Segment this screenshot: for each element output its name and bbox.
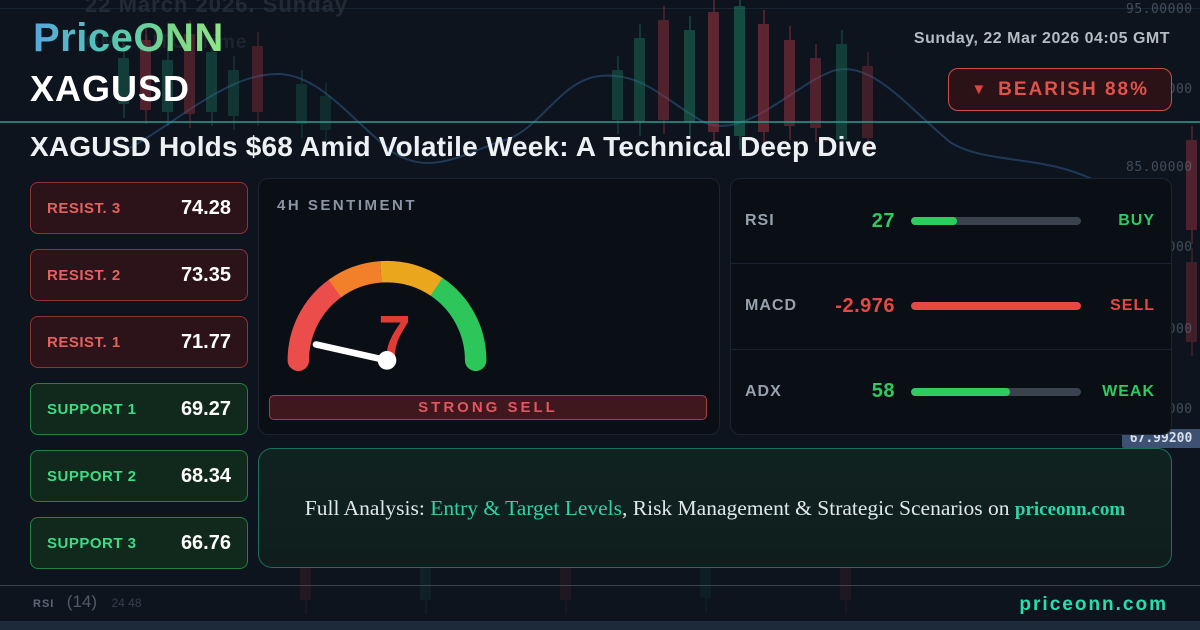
indicator-name: ADX [745, 382, 782, 400]
indicator-value: 58 [871, 380, 895, 403]
indicator-name: MACD [745, 297, 797, 315]
footer-site-link[interactable]: priceonn.com [1019, 594, 1168, 615]
sentiment-gauge: 7 [247, 225, 527, 379]
banner-prefix: Full Analysis: [304, 495, 431, 520]
indicator-signal: BUY [1118, 212, 1155, 230]
support-2-box: SUPPORT 2 68.34 [30, 450, 248, 502]
resistance-1-box: RESIST. 1 71.77 [30, 316, 248, 368]
resistance-3-box: RESIST. 3 74.28 [30, 182, 248, 234]
indicator-signal: WEAK [1102, 382, 1155, 400]
indicator-value: 27 [871, 209, 895, 232]
level-label: RESIST. 1 [47, 333, 121, 351]
indicator-bar [911, 217, 1081, 226]
sentiment-panel: 4H SENTIMENT 7 STRONG SELL [258, 178, 720, 435]
level-value: 71.77 [180, 330, 231, 353]
symbol-title: XAGUSD [30, 68, 191, 109]
banner-site-link[interactable]: priceonn.com [1014, 498, 1126, 520]
level-label: SUPPORT 2 [47, 467, 137, 485]
banner-link-entry-targets[interactable]: Entry & Target Levels [430, 495, 622, 520]
gauge-segment-amber [380, 260, 443, 296]
indicators-panel: RSI 27 BUY MACD -2.976 SELL ADX 58 WEAK [730, 178, 1172, 435]
gauge-hub [377, 351, 397, 370]
support-3-box: SUPPORT 3 66.76 [30, 517, 248, 569]
indicator-row-rsi: RSI 27 BUY [731, 179, 1171, 263]
gauge-segment-orange [328, 261, 382, 298]
level-value: 73.35 [180, 263, 231, 286]
resistance-2-box: RESIST. 2 73.35 [30, 249, 248, 301]
headline: XAGUSD Holds $68 Amid Volatile Week: A T… [30, 131, 878, 162]
indicator-bar [911, 387, 1081, 396]
badge-label: BEARISH 88% [998, 78, 1149, 100]
gauge-segment-red [287, 277, 346, 372]
indicator-row-adx: ADX 58 WEAK [731, 348, 1171, 434]
background-rsi-note: RSI (14) 24 48 [33, 592, 142, 612]
sentiment-panel-title: 4H SENTIMENT [277, 197, 418, 214]
analysis-banner: Full Analysis: Entry & Target Levels, Ri… [258, 448, 1172, 568]
level-label: RESIST. 2 [47, 266, 121, 284]
support-1-box: SUPPORT 1 69.27 [30, 383, 248, 435]
level-value: 74.28 [180, 196, 231, 219]
level-label: SUPPORT 1 [47, 400, 137, 418]
headline-divider [0, 121, 1200, 123]
rsi-note-label: RSI [33, 598, 55, 610]
level-label: RESIST. 3 [47, 199, 121, 217]
indicator-name: RSI [745, 212, 775, 230]
indicator-value: -2.976 [835, 294, 895, 317]
levels-column: RESIST. 3 74.28 RESIST. 2 73.35 RESIST. … [30, 182, 248, 569]
gauge-needle [312, 341, 391, 364]
level-label: SUPPORT 3 [47, 534, 137, 552]
level-value: 66.76 [180, 531, 231, 554]
background-separator-line [0, 585, 1200, 586]
background-gridline-top [0, 8, 1200, 9]
level-value: 68.34 [180, 464, 231, 487]
level-value: 69.27 [180, 397, 231, 420]
rsi-note-values: 24 48 [111, 596, 142, 610]
indicator-row-macd: MACD -2.976 SELL [731, 263, 1171, 348]
down-triangle-icon: ▼ [971, 81, 987, 98]
gauge-segment-green [425, 276, 487, 372]
rsi-note-period: (14) [66, 592, 98, 611]
background-note-line2: GMT (UTC) Time [85, 32, 247, 54]
brand-logo: PriceONN [33, 16, 224, 60]
sentiment-signal-button: STRONG SELL [269, 395, 707, 420]
bottom-strip [0, 621, 1200, 630]
sentiment-badge: ▼ BEARISH 88% [948, 68, 1172, 111]
indicator-bar [911, 302, 1081, 311]
datetime-label: Sunday, 22 Mar 2026 04:05 GMT [913, 30, 1170, 47]
indicator-signal: SELL [1110, 297, 1155, 315]
banner-middle: , Risk Management & Strategic Scenarios … [622, 495, 1015, 520]
